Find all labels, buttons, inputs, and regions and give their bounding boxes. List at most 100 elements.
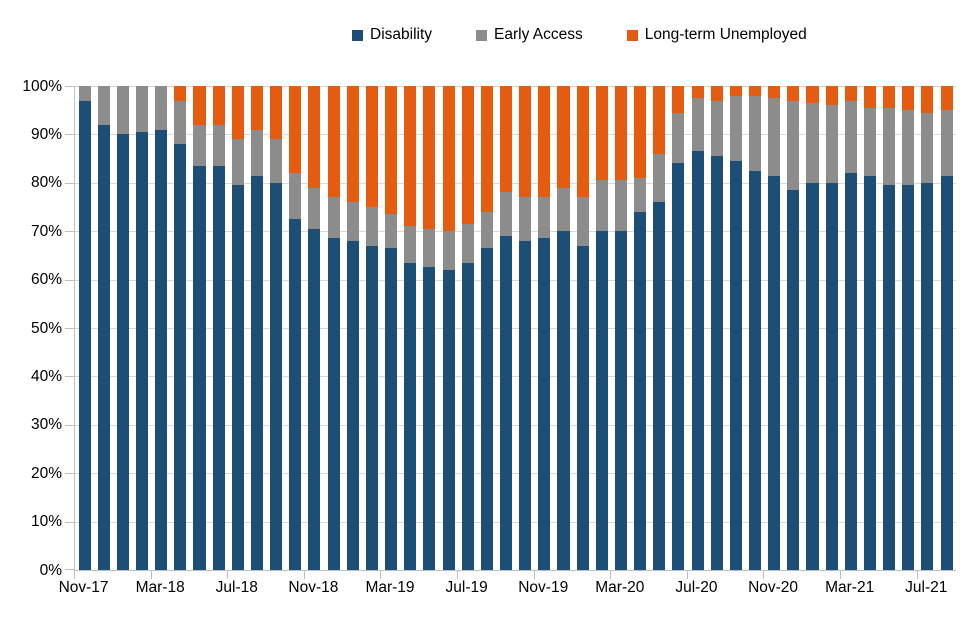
bar-segment-disability bbox=[844, 173, 857, 570]
bar-slot-Dec-19 bbox=[554, 86, 573, 570]
bar-segment-disability bbox=[136, 131, 149, 570]
bar-segment-early-access bbox=[499, 192, 513, 237]
bar-segment-disability bbox=[634, 211, 647, 570]
bars-container bbox=[75, 86, 956, 570]
bar-segment-disability bbox=[902, 185, 915, 570]
bar-segment-early-access bbox=[921, 112, 934, 183]
y-tick-label: 10% bbox=[30, 512, 62, 530]
bar-segment-long-term-unemployed bbox=[480, 86, 493, 212]
bar-Mar-21 bbox=[844, 86, 857, 570]
bar-segment-long-term-unemployed bbox=[921, 86, 934, 113]
bar-segment-long-term-unemployed bbox=[289, 86, 302, 174]
bar-segment-early-access bbox=[691, 98, 704, 152]
bar-segment-disability bbox=[710, 156, 723, 570]
bar-segment-disability bbox=[729, 161, 742, 570]
bar-segment-long-term-unemployed bbox=[212, 86, 225, 125]
bar-segment-early-access bbox=[442, 231, 455, 270]
bar-segment-disability bbox=[461, 262, 474, 570]
bar-slot-Jun-18 bbox=[209, 86, 228, 570]
bar-Apr-18 bbox=[174, 86, 187, 570]
bar-Oct-20 bbox=[749, 86, 762, 570]
bar-segment-early-access bbox=[461, 223, 474, 263]
bar-Aug-19 bbox=[480, 86, 493, 570]
bar-segment-early-access bbox=[672, 112, 685, 164]
bar-Feb-20 bbox=[595, 86, 608, 570]
bar-slot-Mar-18 bbox=[152, 86, 171, 570]
x-axis-tick bbox=[533, 571, 535, 579]
bar-slot-Feb-20 bbox=[592, 86, 611, 570]
bar-segment-disability bbox=[614, 231, 627, 570]
bar-Oct-18 bbox=[289, 86, 302, 570]
y-axis-labels: 0% 10% 20% 30% 40% 50% 60% 70% 80% 90% 100% bbox=[6, 78, 62, 577]
bar-Mar-19 bbox=[385, 86, 398, 570]
x-axis-tick bbox=[686, 571, 688, 579]
bar-Jun-18 bbox=[212, 86, 225, 570]
bar-segment-early-access bbox=[250, 129, 264, 176]
bar-slot-May-18 bbox=[190, 86, 209, 570]
bar-segment-early-access bbox=[902, 110, 915, 186]
bar-Dec-18 bbox=[327, 86, 340, 570]
bar-slot-Jul-18 bbox=[228, 86, 247, 570]
bar-Nov-18 bbox=[308, 86, 321, 570]
bar-segment-long-term-unemployed bbox=[672, 86, 685, 113]
bar-segment-early-access bbox=[78, 86, 91, 101]
bar-segment-early-access bbox=[346, 202, 359, 241]
bar-segment-long-term-unemployed bbox=[499, 86, 513, 193]
gridline-10 bbox=[75, 521, 956, 523]
bar-segment-disability bbox=[691, 151, 704, 570]
bar-segment-disability bbox=[404, 262, 417, 570]
bar-segment-early-access bbox=[385, 214, 398, 249]
bar-segment-long-term-unemployed bbox=[883, 86, 896, 108]
disability-swatch-icon bbox=[352, 29, 363, 41]
bar-segment-long-term-unemployed bbox=[749, 86, 762, 96]
bar-slot-Dec-20 bbox=[784, 86, 803, 570]
bar-slot-Mar-21 bbox=[841, 86, 860, 570]
x-axis-tick bbox=[763, 571, 765, 579]
bar-segment-early-access bbox=[270, 139, 283, 183]
legend-item-long-term-unemployed: Long-term Unemployed bbox=[626, 26, 807, 44]
bar-segment-disability bbox=[825, 182, 838, 570]
y-tick-label: 40% bbox=[30, 367, 62, 385]
bar-segment-long-term-unemployed bbox=[365, 86, 378, 207]
bar-slot-Nov-17 bbox=[75, 86, 94, 570]
early-access-swatch-icon bbox=[476, 29, 488, 41]
bar-segment-disability bbox=[557, 231, 570, 570]
bar-Sep-18 bbox=[270, 86, 283, 570]
bar-segment-long-term-unemployed bbox=[787, 86, 800, 101]
bar-segment-long-term-unemployed bbox=[806, 86, 819, 103]
x-axis-tick bbox=[916, 571, 918, 579]
bar-segment-early-access bbox=[768, 98, 781, 176]
bar-slot-Apr-21 bbox=[860, 86, 879, 570]
bar-segment-early-access bbox=[557, 187, 570, 232]
bar-slot-May-19 bbox=[420, 86, 439, 570]
legend-item-early-access: Early Access bbox=[476, 26, 583, 44]
bar-slot-Jan-19 bbox=[343, 86, 362, 570]
bar-segment-early-access bbox=[634, 177, 647, 212]
legend-label-early-access: Early Access bbox=[494, 26, 583, 43]
bar-segment-long-term-unemployed bbox=[174, 86, 187, 101]
bar-segment-early-access bbox=[883, 107, 896, 186]
bar-segment-early-access bbox=[289, 173, 302, 220]
gridline-60 bbox=[75, 279, 956, 281]
bar-segment-early-access bbox=[749, 95, 762, 171]
bar-segment-disability bbox=[270, 182, 283, 570]
bar-Aug-20 bbox=[710, 86, 723, 570]
x-tick-label: Jul-20 bbox=[675, 579, 718, 596]
bar-segment-early-access bbox=[155, 86, 168, 130]
bar-slot-Feb-18 bbox=[132, 86, 151, 570]
x-tick-label: Mar-20 bbox=[595, 579, 645, 596]
x-tick-label: Mar-21 bbox=[825, 579, 875, 596]
legend-label-disability: Disability bbox=[370, 26, 433, 43]
bar-Jul-18 bbox=[231, 86, 244, 570]
y-tick-label: 60% bbox=[30, 270, 62, 288]
y-tick-label: 50% bbox=[30, 319, 62, 337]
y-tick-label: 70% bbox=[30, 222, 62, 240]
bar-segment-long-term-unemployed bbox=[729, 86, 742, 96]
bar-segment-long-term-unemployed bbox=[710, 86, 723, 101]
bar-segment-disability bbox=[212, 165, 225, 570]
bar-segment-long-term-unemployed bbox=[461, 86, 474, 224]
bar-Dec-17 bbox=[97, 86, 110, 570]
bar-Aug-21 bbox=[940, 86, 953, 570]
bar-segment-disability bbox=[97, 124, 110, 570]
x-tick-label: Nov-19 bbox=[518, 579, 569, 596]
